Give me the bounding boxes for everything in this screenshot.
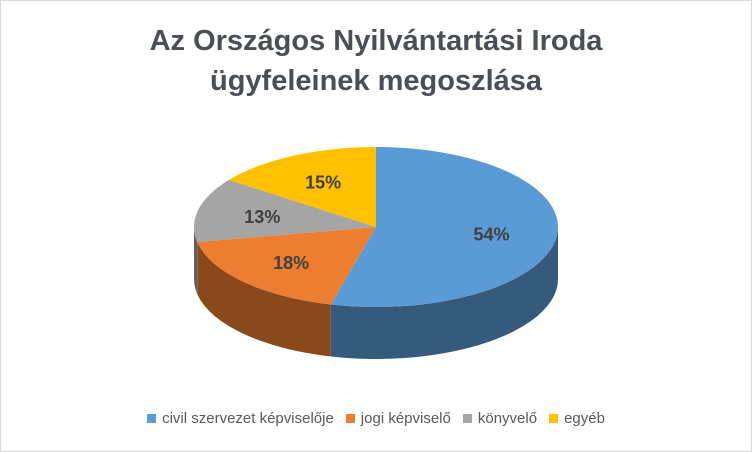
chart-title-line-1: Az Országos Nyilvántartási Iroda (149, 25, 603, 57)
pie-slice-konyvelo (194, 179, 376, 242)
legend-item-jogi: jogi képviselő (345, 410, 451, 427)
pie-slice-egyeb (228, 147, 376, 227)
legend-item-civil: civil szervezet képviselője (147, 410, 334, 427)
pie-side-jogi (197, 241, 331, 357)
data-label-civil: 54% (474, 224, 510, 244)
chart-legend: civil szervezet képviselője jogi képvisel… (1, 410, 751, 427)
legend-label-egyeb: egyéb (564, 410, 605, 427)
legend-swatch-civil (147, 414, 157, 423)
data-label-jogi: 18% (273, 253, 309, 273)
legend-label-civil: civil szervezet képviselője (162, 410, 334, 427)
data-label-konyvelo: 13% (244, 207, 280, 227)
chart-title: Az Országos Nyilvántartási Iroda ügyfele… (1, 21, 751, 101)
data-label-egyeb: 15% (305, 172, 341, 192)
pie-slice-jogi (197, 227, 376, 305)
legend-swatch-egyeb (549, 414, 559, 423)
legend-swatch-jogi (345, 414, 355, 423)
legend-item-egyeb: egyéb (549, 410, 605, 427)
legend-label-konyvelo: könyvelő (477, 410, 538, 427)
pie-slice-civil (330, 147, 558, 307)
chart-title-line-2: ügyfeleinek megoszlása (209, 65, 543, 97)
legend-swatch-konyvelo (462, 414, 472, 423)
legend-item-konyvelo: könyvelő (462, 410, 538, 427)
legend-label-jogi: jogi képviselő (360, 410, 451, 427)
pie-side-konyvelo (194, 227, 198, 294)
pie-side-civil (330, 227, 558, 360)
